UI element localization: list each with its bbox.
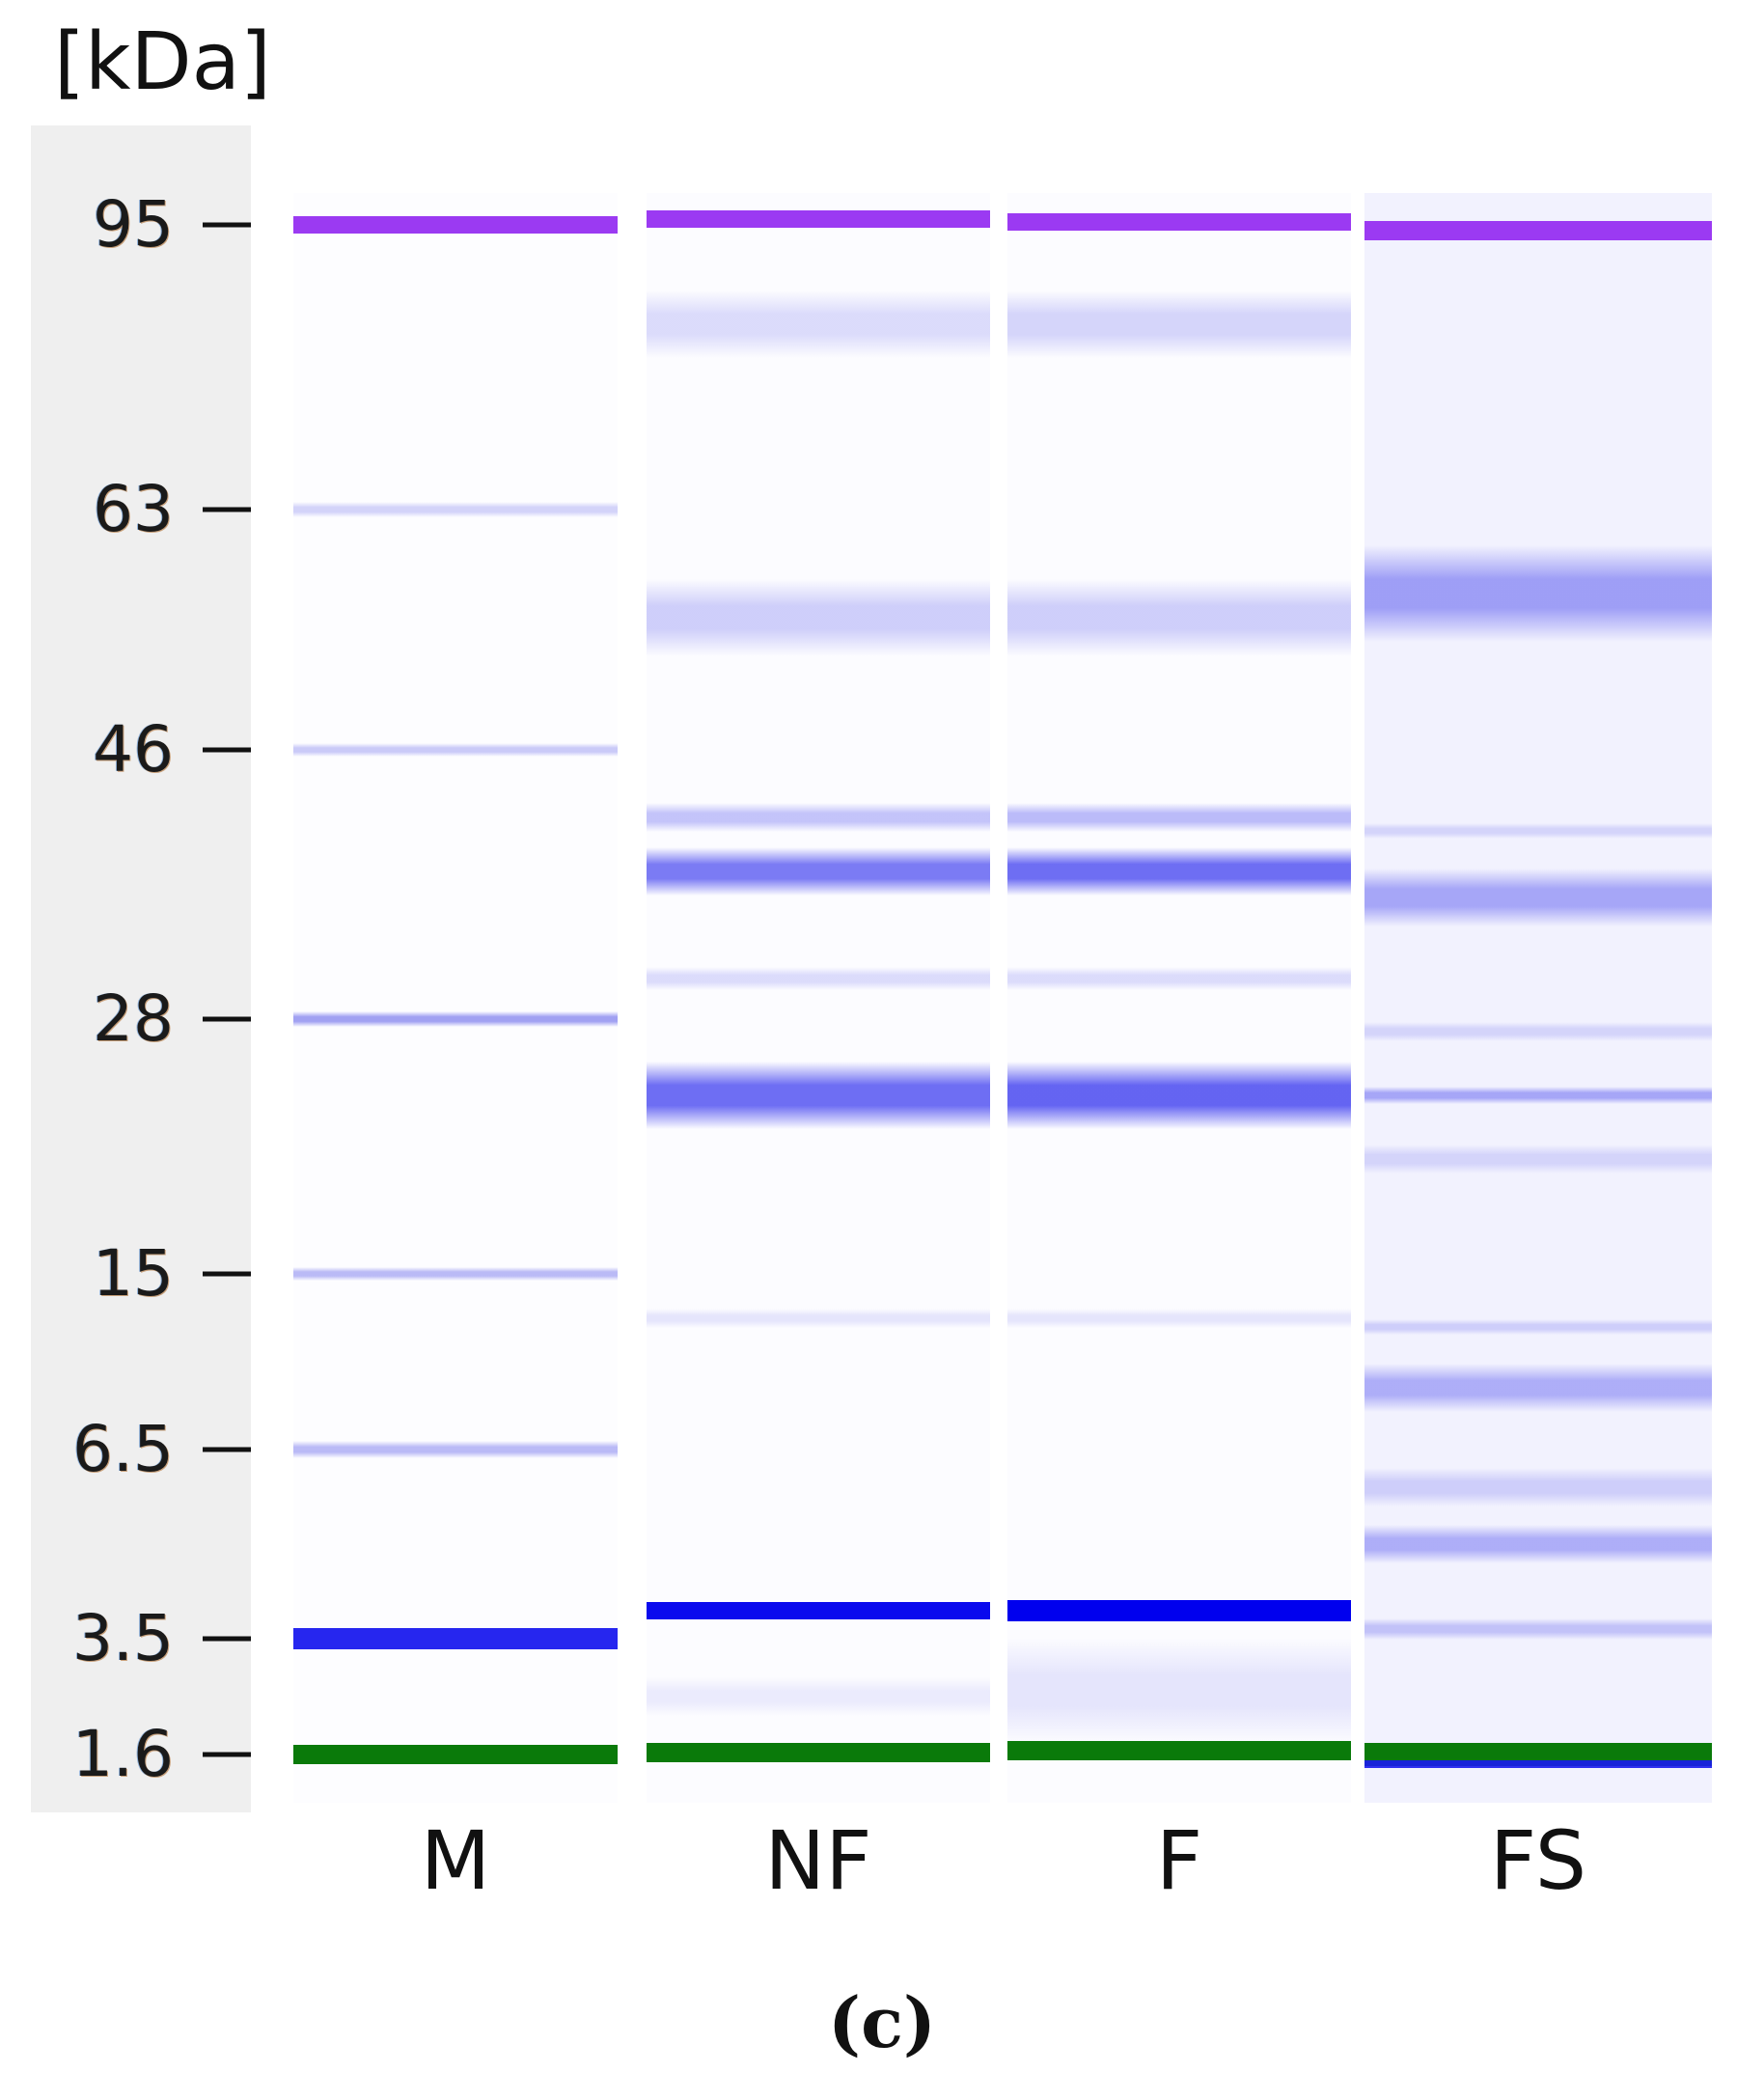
- marker-label: 63: [93, 472, 174, 546]
- marker-label: 1.6: [72, 1717, 174, 1791]
- marker-tick: [203, 1016, 251, 1022]
- gel-band: [1007, 1062, 1351, 1130]
- gel-band: [647, 967, 990, 991]
- gel-band: [1007, 1599, 1351, 1621]
- gel-band: [647, 802, 990, 832]
- gel-band: [1364, 1022, 1712, 1042]
- marker-label: 95: [93, 187, 174, 262]
- marker-tick: [203, 222, 251, 228]
- gel-band: [647, 846, 990, 896]
- lane-background: [647, 193, 990, 1803]
- lane-label: FS: [1489, 1813, 1587, 1908]
- marker-tick: [203, 1447, 251, 1452]
- lane-fs: [1364, 193, 1712, 1803]
- marker-tick: [203, 1636, 251, 1642]
- marker-tick: [203, 1752, 251, 1757]
- marker-label: 28: [93, 981, 174, 1056]
- gel-band: [293, 216, 618, 234]
- gel-band: [1364, 1364, 1712, 1413]
- gel-band: [1364, 1087, 1712, 1105]
- panel-letter: (c): [828, 1981, 936, 2063]
- gel-band: [1364, 545, 1712, 643]
- unit-label: [kDa]: [54, 16, 271, 108]
- gel-band: [1007, 802, 1351, 832]
- lane-background: [1364, 193, 1712, 1803]
- gel-band: [647, 1062, 990, 1130]
- gel-band: [293, 1745, 618, 1764]
- lane-nf: [647, 193, 990, 1803]
- gel-band: [1007, 1308, 1351, 1328]
- gel-band: [1007, 213, 1351, 232]
- gel-band: [1364, 1468, 1712, 1507]
- lane-background: [293, 193, 618, 1803]
- gel-band: [293, 1441, 618, 1458]
- gel-band: [1364, 1145, 1712, 1174]
- gel-band: [1007, 846, 1351, 896]
- gel-band: [1364, 220, 1712, 240]
- marker-label: 6.5: [72, 1412, 174, 1486]
- gel-band: [293, 1267, 618, 1281]
- gel-band: [293, 502, 618, 517]
- gel-band: [647, 579, 990, 657]
- gel-band: [1007, 1638, 1351, 1744]
- ladder-panel: [31, 125, 251, 1812]
- gel-band: [1364, 869, 1712, 927]
- lane-label: M: [420, 1813, 491, 1908]
- gel-band: [1007, 290, 1351, 359]
- gel-band: [1007, 967, 1351, 991]
- gel-band: [1364, 1525, 1712, 1563]
- marker-label: 15: [93, 1236, 174, 1311]
- gel-band: [1364, 1618, 1712, 1641]
- gel-band: [1007, 579, 1351, 657]
- marker-label: 46: [93, 712, 174, 787]
- lane-m: [293, 193, 618, 1803]
- lane-background: [1007, 193, 1351, 1803]
- gel-band: [293, 1628, 618, 1649]
- gel-band: [1364, 822, 1712, 839]
- gel-band: [1364, 1318, 1712, 1335]
- marker-tick: [203, 747, 251, 753]
- gel-band: [647, 1308, 990, 1328]
- marker-tick: [203, 507, 251, 512]
- gel-band: [293, 743, 618, 757]
- lane-label: NF: [764, 1813, 872, 1908]
- gel-band: [647, 1601, 990, 1619]
- gel-band: [1007, 1741, 1351, 1761]
- gel-band: [293, 1011, 618, 1027]
- gel-band: [647, 210, 990, 229]
- gel-band: [1364, 1759, 1712, 1768]
- gel-band: [647, 1677, 990, 1716]
- marker-tick: [203, 1271, 251, 1277]
- gel-band: [647, 1742, 990, 1762]
- lane-label: F: [1155, 1813, 1203, 1908]
- gel-band: [647, 290, 990, 359]
- lane-f: [1007, 193, 1351, 1803]
- marker-label: 3.5: [72, 1601, 174, 1675]
